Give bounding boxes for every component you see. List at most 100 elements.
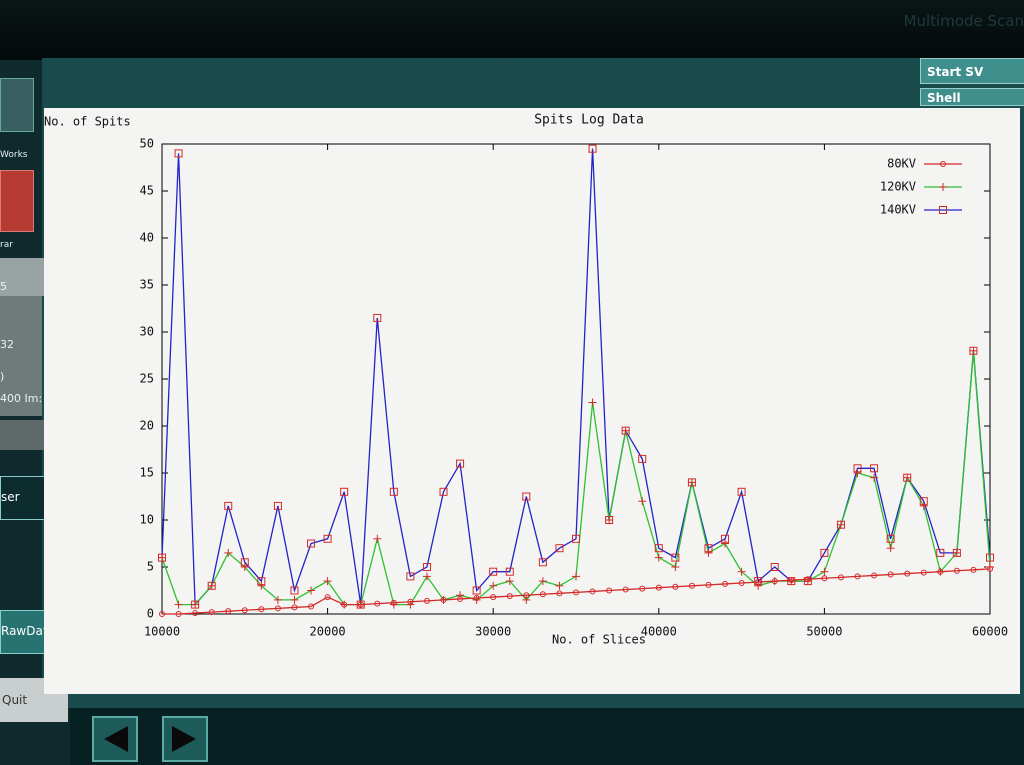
point-120kv	[919, 501, 928, 510]
x-tick-label: 60000	[972, 625, 1008, 639]
point-80kv	[688, 582, 695, 589]
point-120kv	[472, 595, 481, 604]
point-80kv	[308, 603, 315, 610]
point-140kv	[290, 586, 299, 595]
dock-label-works: Works	[0, 150, 28, 160]
point-120kv	[588, 398, 597, 407]
point-80kv	[970, 566, 977, 573]
chart-title: Spits Log Data	[534, 113, 644, 128]
point-80kv	[490, 594, 497, 601]
point-120kv	[638, 497, 647, 506]
point-80kv	[920, 569, 927, 576]
point-120kv	[373, 534, 382, 543]
power-dock-icon[interactable]	[0, 170, 34, 232]
point-80kv	[606, 587, 613, 594]
point-80kv	[804, 576, 811, 583]
point-80kv	[854, 573, 861, 580]
legend-marker-120kv	[939, 183, 947, 191]
point-140kv	[538, 558, 547, 567]
plot-frame	[161, 143, 991, 615]
point-120kv	[870, 473, 879, 482]
point-80kv	[258, 606, 265, 613]
prev-button[interactable]	[92, 716, 138, 762]
point-80kv	[506, 593, 513, 600]
point-140kv	[986, 553, 994, 562]
x-tick-label: 40000	[641, 625, 677, 639]
series-line-140kv	[161, 148, 991, 607]
point-140kv	[770, 563, 779, 571]
point-120kv	[903, 473, 912, 482]
point-80kv	[539, 591, 546, 598]
point-140kv	[886, 534, 895, 543]
point-80kv	[390, 599, 397, 606]
point-140kv	[588, 144, 597, 153]
point-80kv	[374, 600, 381, 607]
point-120kv	[273, 595, 282, 604]
y-tick-label: 10	[140, 513, 154, 527]
point-80kv	[655, 584, 662, 591]
point-140kv	[323, 534, 332, 543]
point-140kv	[472, 586, 481, 595]
next-button[interactable]	[162, 716, 208, 762]
point-140kv	[307, 539, 316, 548]
point-80kv	[159, 611, 165, 617]
start-sv-desktop-button[interactable]: Start SV Deskto	[920, 58, 1024, 105]
y-tick-label: 20	[140, 419, 154, 433]
y-tick-label: 25	[140, 372, 154, 386]
side-item-3: )	[0, 370, 5, 383]
point-120kv	[969, 346, 978, 355]
legend-label-140kv: 140KV	[880, 203, 916, 217]
point-120kv	[191, 600, 200, 609]
point-120kv	[704, 548, 713, 557]
point-80kv	[457, 595, 464, 602]
point-80kv	[788, 577, 795, 584]
spits-log-chart: Spits Log Data No. of Spits No. of Slice…	[44, 113, 1008, 647]
point-120kv	[422, 572, 431, 581]
point-140kv	[870, 464, 879, 473]
point-120kv	[803, 577, 812, 586]
point-120kv	[687, 478, 696, 487]
legend-label-120kv: 120KV	[880, 180, 916, 194]
point-80kv	[341, 601, 348, 608]
point-80kv	[473, 595, 480, 602]
y-tick-label: 0	[147, 607, 154, 621]
legend-marker-80kv	[940, 161, 946, 167]
point-140kv	[654, 544, 663, 553]
point-80kv	[672, 583, 679, 590]
side-item-1: 5	[0, 280, 7, 293]
point-120kv	[489, 581, 498, 590]
left-triangle-icon	[104, 726, 128, 752]
point-120kv	[654, 553, 663, 562]
point-80kv	[357, 601, 364, 608]
point-120kv	[836, 520, 845, 529]
point-80kv	[771, 578, 778, 585]
point-120kv	[886, 544, 895, 553]
y-tick-label: 35	[140, 278, 154, 292]
point-80kv	[639, 585, 646, 592]
point-80kv	[589, 588, 596, 595]
point-120kv	[224, 548, 233, 557]
legend-marker-140kv	[939, 206, 947, 214]
point-120kv	[207, 581, 216, 590]
point-80kv	[622, 586, 629, 593]
point-80kv	[274, 605, 281, 612]
works-dock-icon[interactable]	[0, 78, 34, 132]
point-120kv	[952, 548, 961, 557]
point-80kv	[705, 581, 712, 588]
point-140kv	[373, 313, 382, 322]
point-120kv	[456, 591, 465, 600]
point-140kv	[820, 548, 829, 557]
point-140kv	[456, 459, 465, 468]
point-80kv	[871, 572, 878, 579]
right-triangle-icon	[172, 726, 196, 752]
point-120kv	[389, 600, 398, 609]
point-140kv	[555, 544, 564, 553]
shell-button[interactable]: Shell	[920, 88, 1024, 106]
point-80kv	[423, 597, 430, 604]
x-tick-label: 20000	[310, 625, 346, 639]
quit-button[interactable]: Quit	[0, 678, 68, 722]
point-80kv	[523, 592, 530, 599]
point-120kv	[605, 516, 614, 524]
side-item-4: 400 Im: 2	[0, 392, 53, 405]
x-axis-label: No. of Slices	[552, 633, 646, 647]
